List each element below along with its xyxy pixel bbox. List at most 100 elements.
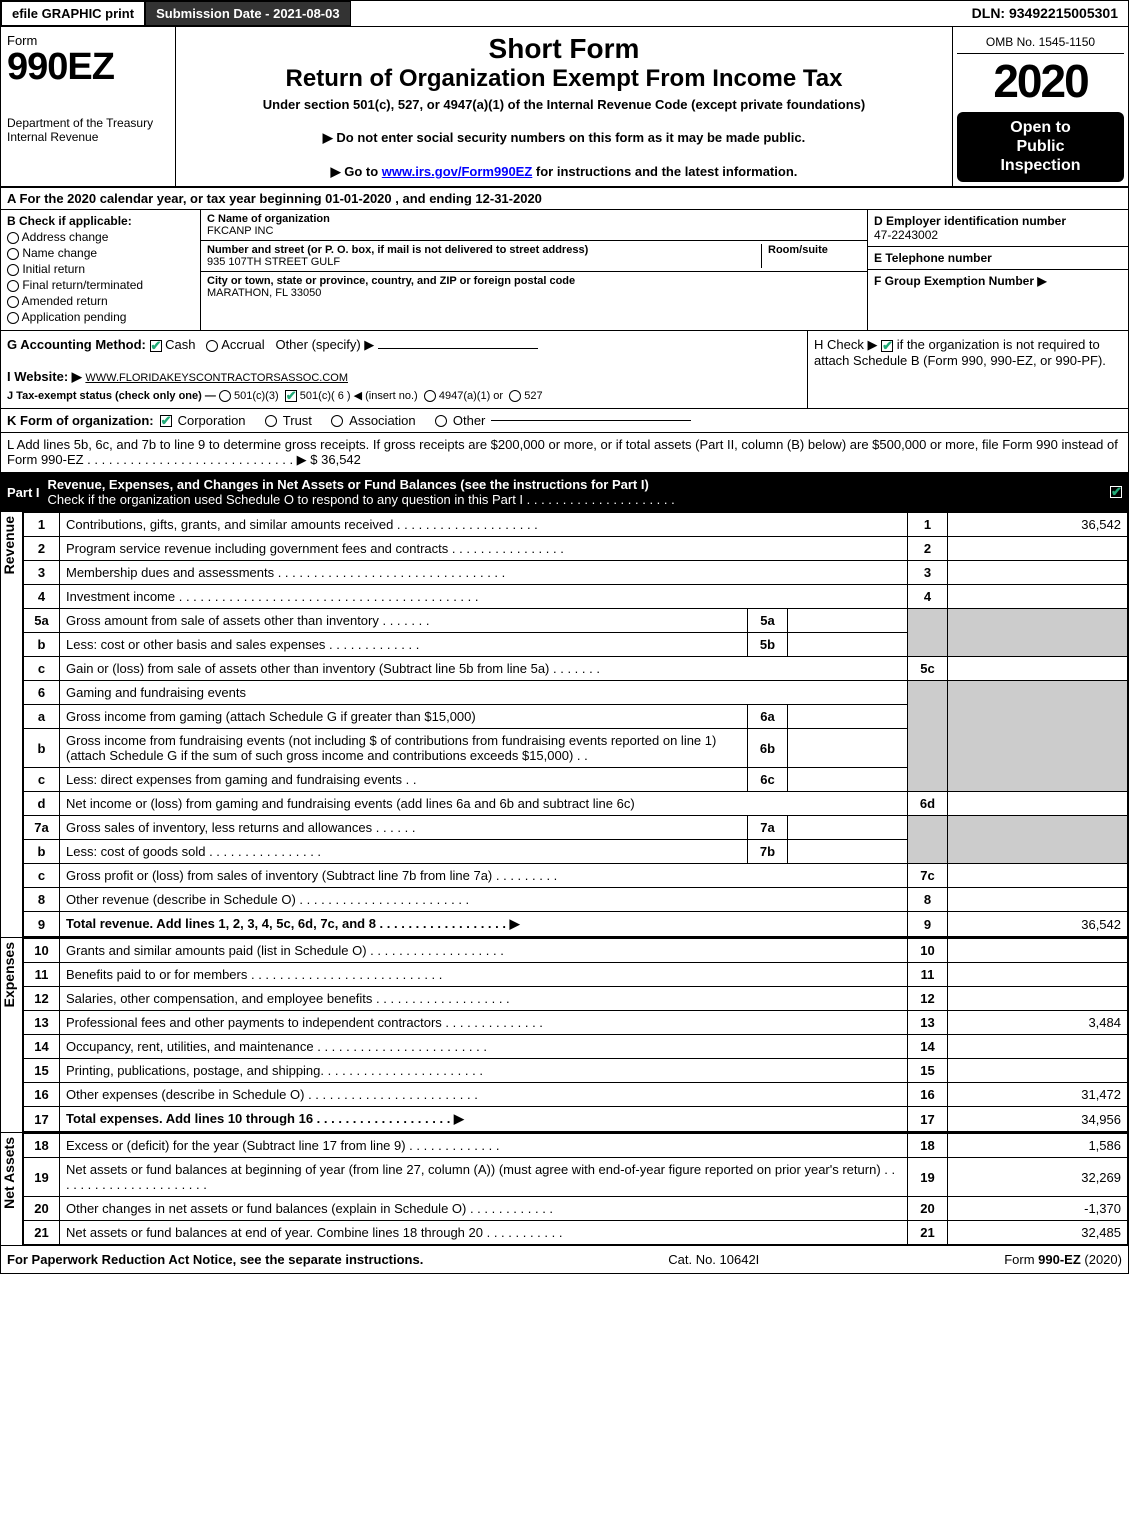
row-h: H Check ▶ if the organization is not req… [808,331,1128,408]
city-cell: City or town, state or province, country… [201,272,867,302]
org-name-value: FKCANP INC [207,225,861,237]
line-9: 9Total revenue. Add lines 1, 2, 3, 4, 5c… [24,912,1128,937]
line-14-desc: Occupancy, rent, utilities, and maintena… [60,1035,908,1059]
org-name-label: C Name of organization [207,213,861,225]
line-14: 14Occupancy, rent, utilities, and mainte… [24,1035,1128,1059]
expenses-table: 10Grants and similar amounts paid (list … [23,938,1128,1132]
chk-schedule-b[interactable] [881,340,893,352]
lbl-501c3: 501(c)(3) [234,390,279,402]
phone-cell: E Telephone number [868,247,1128,270]
website-value[interactable]: WWW.FLORIDAKEYSCONTRACTORSASSOC.COM [85,372,348,384]
line-19-desc: Net assets or fund balances at beginning… [60,1158,908,1197]
line-13-amt: 3,484 [948,1011,1128,1035]
line-11-desc: Benefits paid to or for members . . . . … [60,963,908,987]
group-exemption-label: F Group Exemption Number ▶ [874,274,1047,288]
chk-application-pending[interactable]: Application pending [7,310,194,324]
lbl-cash: Cash [165,337,195,352]
line-4-amt [948,585,1128,609]
lbl-other-method: Other (specify) ▶ [275,337,374,352]
chk-4947[interactable] [424,390,436,402]
chk-schedule-o-part1[interactable] [1110,486,1122,498]
line-17: 17Total expenses. Add lines 10 through 1… [24,1107,1128,1132]
chk-cash[interactable] [150,340,162,352]
line-1-desc: Contributions, gifts, grants, and simila… [60,513,908,537]
goto-post: for instructions and the latest informat… [532,164,797,179]
footer-right-post: (2020) [1081,1252,1122,1267]
ein-cell: D Employer identification number 47-2243… [868,210,1128,247]
chk-other-org[interactable] [435,415,447,427]
chk-initial-return[interactable]: Initial return [7,262,194,276]
address-label: Number and street (or P. O. box, if mail… [207,244,761,256]
line-20-desc: Other changes in net assets or fund bala… [60,1197,908,1221]
row-g: G Accounting Method: Cash Accrual Other … [1,331,808,408]
chk-name-change[interactable]: Name change [7,246,194,260]
chk-501c3[interactable] [219,390,231,402]
line-4: 4Investment income . . . . . . . . . . .… [24,585,1128,609]
line-7b-desc: Less: cost of goods sold . . . . . . . .… [60,840,748,864]
city-label: City or town, state or province, country… [207,275,861,287]
line-6: 6Gaming and fundraising events [24,681,1128,705]
line-9-amt: 36,542 [948,912,1128,937]
lbl-final-return: Final return/terminated [22,278,143,292]
chk-accrual[interactable] [206,340,218,352]
chk-amended-return[interactable]: Amended return [7,294,194,308]
ein-value: 47-2243002 [874,228,1122,242]
row-a-tax-year: A For the 2020 calendar year, or tax yea… [1,188,1128,210]
chk-address-change[interactable]: Address change [7,230,194,244]
city-value: MARATHON, FL 33050 [207,287,861,299]
line-7c-desc: Gross profit or (loss) from sales of inv… [60,864,908,888]
group-exemption-cell: F Group Exemption Number ▶ [868,270,1128,292]
chk-527[interactable] [509,390,521,402]
irs-link[interactable]: www.irs.gov/Form990EZ [382,164,533,179]
section-c: C Name of organization FKCANP INC Number… [201,210,868,330]
line-8-desc: Other revenue (describe in Schedule O) .… [60,888,908,912]
chk-501c[interactable] [285,390,297,402]
line-12: 12Salaries, other compensation, and empl… [24,987,1128,1011]
line-18-desc: Excess or (deficit) for the year (Subtra… [60,1134,908,1158]
line-20-amt: -1,370 [948,1197,1128,1221]
header-right: OMB No. 1545-1150 2020 Open to Public In… [953,27,1128,186]
expenses-section: Expenses 10Grants and similar amounts pa… [1,937,1128,1132]
lbl-527: 527 [524,390,542,402]
revenue-label-text: Revenue [1,512,17,578]
line-6c-desc: Less: direct expenses from gaming and fu… [60,768,748,792]
chk-trust[interactable] [265,415,277,427]
j-prefix: J Tax-exempt status (check only one) — [7,390,216,402]
department-label: Department of the Treasury Internal Reve… [7,116,169,144]
line-5c: cGain or (loss) from sale of assets othe… [24,657,1128,681]
line-21: 21Net assets or fund balances at end of … [24,1221,1128,1245]
chk-corporation[interactable] [160,415,172,427]
org-name-cell: C Name of organization FKCANP INC [201,210,867,241]
lbl-corporation: Corporation [178,413,246,428]
chk-final-return[interactable]: Final return/terminated [7,278,194,292]
row-j: J Tax-exempt status (check only one) — 5… [7,389,801,402]
identity-block: B Check if applicable: Address change Na… [1,210,1128,331]
line-11-amt [948,963,1128,987]
h-text1: H Check ▶ [814,337,881,352]
part-1-title: Revenue, Expenses, and Changes in Net As… [48,477,649,492]
lbl-trust: Trust [283,413,312,428]
efile-print-button[interactable]: efile GRAPHIC print [1,1,145,26]
part-1-header: Part I Revenue, Expenses, and Changes in… [1,473,1128,511]
lbl-address-change: Address change [22,230,109,244]
line-17-amt: 34,956 [948,1107,1128,1132]
row-gh: G Accounting Method: Cash Accrual Other … [1,331,1128,409]
line-2-desc: Program service revenue including govern… [60,537,908,561]
address-value: 935 107TH STREET GULF [207,256,761,268]
line-1-amt: 36,542 [948,513,1128,537]
line-16-amt: 31,472 [948,1083,1128,1107]
goto-pre: ▶ Go to [331,164,382,179]
line-6c-mid: 6c [748,768,788,792]
address-cell: Number and street (or P. O. box, if mail… [201,241,867,272]
line-6b-desc: Gross income from fundraising events (no… [60,729,748,768]
line-20: 20Other changes in net assets or fund ba… [24,1197,1128,1221]
submission-date-button[interactable]: Submission Date - 2021-08-03 [145,1,351,26]
section-b-title: B Check if applicable: [7,214,194,228]
line-13-desc: Professional fees and other payments to … [60,1011,908,1035]
form-number: 990EZ [7,48,169,86]
line-18-amt: 1,586 [948,1134,1128,1158]
line-5a: 5aGross amount from sale of assets other… [24,609,1128,633]
line-7a: 7aGross sales of inventory, less returns… [24,816,1128,840]
lbl-association: Association [349,413,415,428]
chk-association[interactable] [331,415,343,427]
